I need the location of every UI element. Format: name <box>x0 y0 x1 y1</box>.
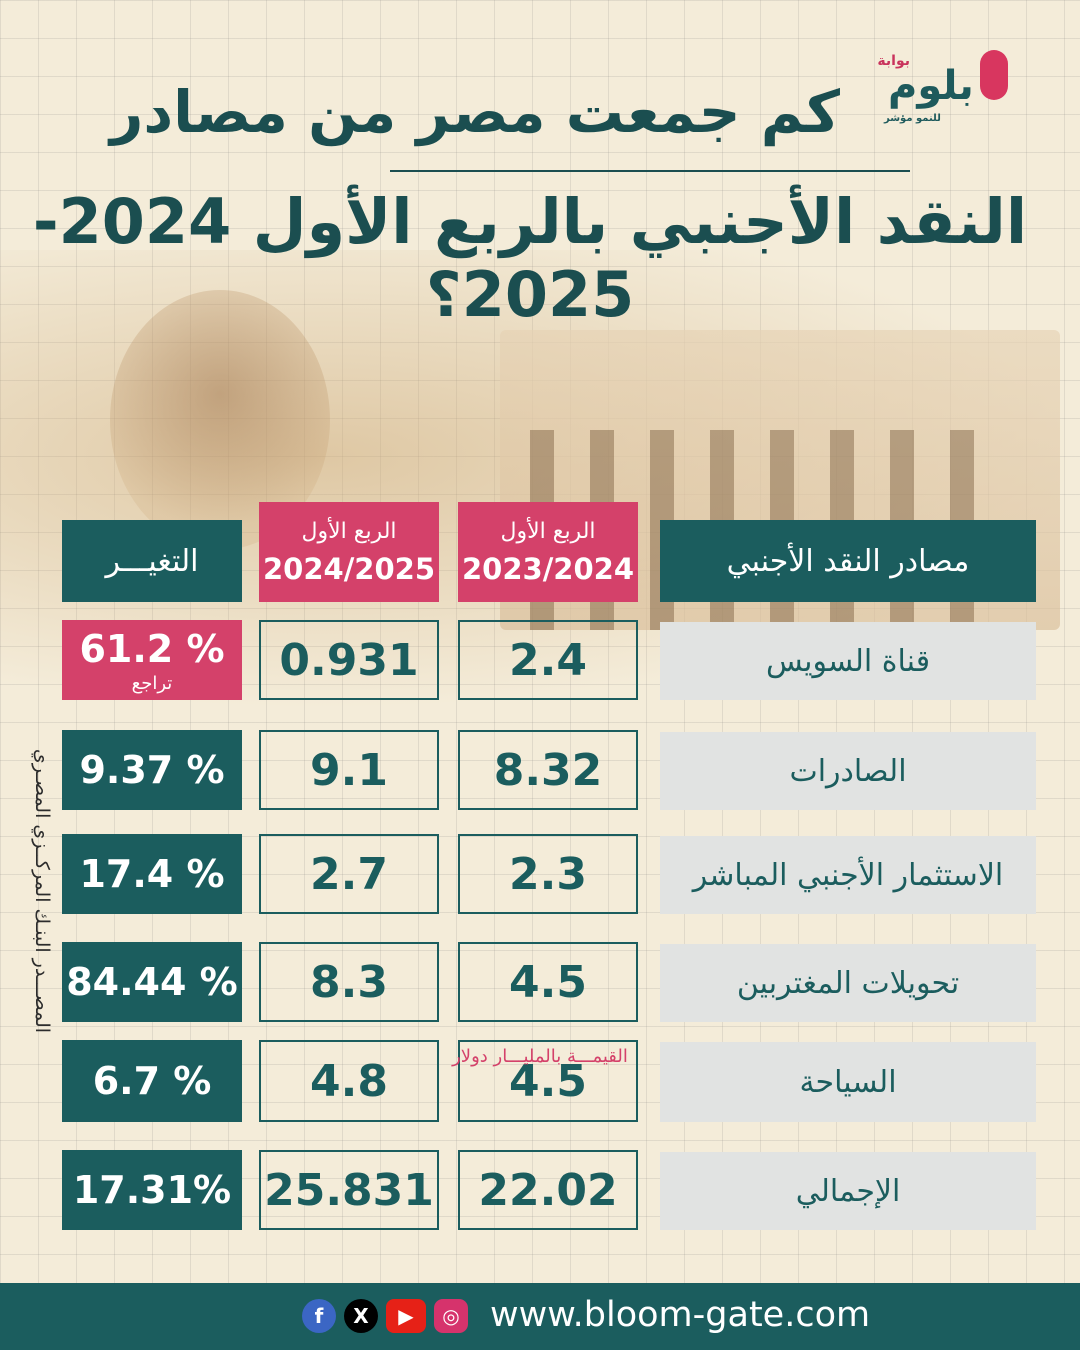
change-fdi: 17.4 % <box>62 834 242 914</box>
youtube-icon[interactable]: ▶ <box>386 1299 426 1333</box>
change-tourism: 6.7 % <box>62 1040 242 1122</box>
header-change: التغيـــر <box>62 520 242 602</box>
logo-name: بلوم <box>888 63 975 109</box>
microphone-icon <box>980 50 1008 100</box>
change-exports: 9.37 % <box>62 730 242 810</box>
title-line-1: كم جمعت مصر من مصادر <box>109 78 841 146</box>
value-prev-suez-canal: 2.4 <box>458 620 638 700</box>
instagram-icon[interactable]: ◎ <box>434 1299 468 1333</box>
value-prev-exports: 8.32 <box>458 730 638 810</box>
bloom-logo: بوابة بلوم للنمو مؤشر <box>877 45 1030 135</box>
value-prev-tourism: 4.5 <box>458 1040 638 1122</box>
row-label-fdi: الاستثمار الأجنبي المباشر <box>660 836 1036 914</box>
header-q1-2024-2025: الربع الأول 2024/2025 <box>259 502 439 602</box>
row-label-tourism: السياحة <box>660 1042 1036 1122</box>
logo-tagline: للنمو مؤشر <box>884 113 941 124</box>
facebook-icon[interactable]: f <box>302 1299 336 1333</box>
row-label-total: الإجمالي <box>660 1152 1036 1230</box>
header-source: مصادر النقد الأجنبي <box>660 520 1036 602</box>
change-suez-canal: 61.2 % تراجع <box>62 620 242 700</box>
x-icon[interactable]: X <box>344 1299 378 1333</box>
change-remittances: 84.44 % <box>62 942 242 1022</box>
value-prev-remittances: 4.5 <box>458 942 638 1022</box>
source-note: المصـــدر البنـك المركــزي المصـري <box>31 748 53 1034</box>
value-curr-fdi: 2.7 <box>259 834 439 914</box>
change-note: تراجع <box>131 672 173 694</box>
header-q1-2023-2024: الربع الأول 2023/2024 <box>458 502 638 602</box>
value-curr-tourism: 4.8 <box>259 1040 439 1122</box>
footer-bar: f X ▶ ◎ www.bloom-gate.com <box>0 1283 1080 1350</box>
value-curr-exports: 9.1 <box>259 730 439 810</box>
title-divider <box>390 170 910 172</box>
social-icons: f X ▶ ◎ <box>302 1299 468 1333</box>
change-value: 61.2 % <box>79 626 225 671</box>
row-label-remittances: تحويلات المغتربين <box>660 944 1036 1022</box>
row-label-suez-canal: قناة السويس <box>660 622 1036 700</box>
unit-note: القيمـــة بالمليـــار دولار <box>452 1046 628 1067</box>
value-prev-fdi: 2.3 <box>458 834 638 914</box>
website-link[interactable]: www.bloom-gate.com <box>490 1295 871 1335</box>
value-curr-suez-canal: 0.931 <box>259 620 439 700</box>
value-prev-total: 22.02 <box>458 1150 638 1230</box>
value-curr-total: 25.831 <box>259 1150 439 1230</box>
value-curr-remittances: 8.3 <box>259 942 439 1022</box>
change-total: 17.31% <box>62 1150 242 1230</box>
title-line-2: النقد الأجنبي بالربع الأول 2024-2025؟ <box>32 185 1028 331</box>
logo-small-text: بوابة <box>877 53 910 69</box>
row-label-exports: الصادرات <box>660 732 1036 810</box>
